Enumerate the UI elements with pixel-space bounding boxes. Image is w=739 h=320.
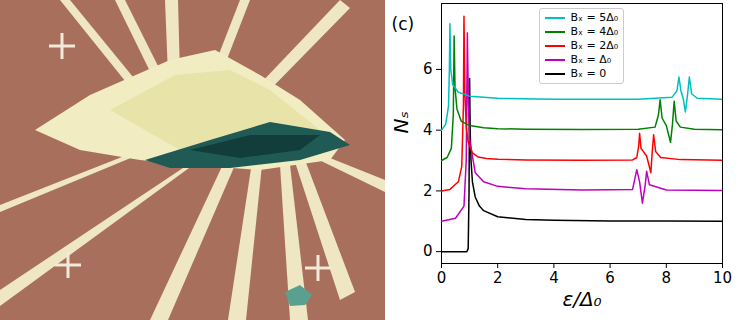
svg-text:4: 4 [423,121,433,139]
svg-text:(c): (c) [392,14,415,34]
svg-text:Nₛ: Nₛ [389,111,413,133]
svg-text:ε/Δ₀: ε/Δ₀ [562,287,601,311]
svg-text:0: 0 [437,269,447,287]
svg-text:10: 10 [713,269,732,287]
html-text:Bₓ = Δ₀: Bₓ = Δ₀ [570,53,612,66]
html-text:Bₓ = 0: Bₓ = 0 [570,67,607,80]
svg-text:2: 2 [493,269,503,287]
html-text:Bₓ = 2Δ₀: Bₓ = 2Δ₀ [570,39,619,52]
svg-text:2: 2 [423,182,433,200]
svg-text:8: 8 [662,269,672,287]
svg-text:6: 6 [423,60,433,78]
svg-text:6: 6 [605,269,615,287]
html-text:Bₓ = 4Δ₀: Bₓ = 4Δ₀ [570,25,619,38]
html-text:Bₓ = 5Δ₀: Bₓ = 5Δ₀ [570,11,619,24]
svg-text:0: 0 [423,242,433,260]
svg-text:4: 4 [549,269,559,287]
